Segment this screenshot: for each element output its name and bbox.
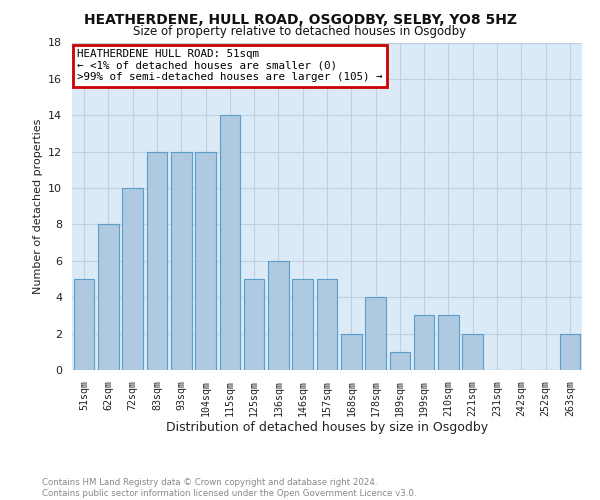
Text: HEATHERDENE HULL ROAD: 51sqm
← <1% of detached houses are smaller (0)
>99% of se: HEATHERDENE HULL ROAD: 51sqm ← <1% of de… bbox=[77, 49, 383, 82]
Bar bbox=[122, 188, 143, 370]
Bar bbox=[414, 316, 434, 370]
Bar bbox=[341, 334, 362, 370]
Bar bbox=[74, 279, 94, 370]
Bar bbox=[463, 334, 483, 370]
Bar bbox=[268, 261, 289, 370]
Y-axis label: Number of detached properties: Number of detached properties bbox=[32, 118, 43, 294]
Bar bbox=[98, 224, 119, 370]
Bar bbox=[146, 152, 167, 370]
X-axis label: Distribution of detached houses by size in Osgodby: Distribution of detached houses by size … bbox=[166, 422, 488, 434]
Bar bbox=[220, 116, 240, 370]
Bar bbox=[195, 152, 216, 370]
Text: HEATHERDENE, HULL ROAD, OSGODBY, SELBY, YO8 5HZ: HEATHERDENE, HULL ROAD, OSGODBY, SELBY, … bbox=[83, 12, 517, 26]
Bar bbox=[365, 297, 386, 370]
Bar bbox=[292, 279, 313, 370]
Bar bbox=[171, 152, 191, 370]
Text: Contains HM Land Registry data © Crown copyright and database right 2024.
Contai: Contains HM Land Registry data © Crown c… bbox=[42, 478, 416, 498]
Bar bbox=[389, 352, 410, 370]
Bar bbox=[438, 316, 459, 370]
Bar bbox=[317, 279, 337, 370]
Bar bbox=[244, 279, 265, 370]
Text: Size of property relative to detached houses in Osgodby: Size of property relative to detached ho… bbox=[133, 25, 467, 38]
Bar bbox=[560, 334, 580, 370]
